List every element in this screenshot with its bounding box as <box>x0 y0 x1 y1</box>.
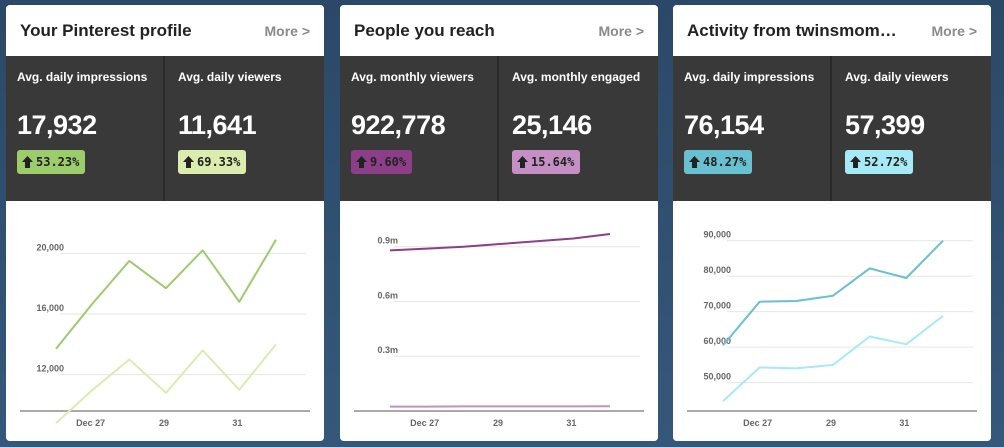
y-tick-label: 60,000 <box>703 336 731 346</box>
y-tick-label: 16,000 <box>36 303 64 313</box>
change-value: 48.27% <box>703 155 747 169</box>
stat-value: 57,399 <box>845 110 925 140</box>
card-pinterest-profile: Your Pinterest profile More > Avg. daily… <box>6 5 324 441</box>
arrow-up-icon <box>689 156 700 168</box>
change-value: 9.60% <box>370 155 407 169</box>
series-line <box>722 315 944 402</box>
arrow-up-icon <box>22 156 33 168</box>
stats-panel: Avg. daily impressions 76,154 48.27% Avg… <box>673 56 991 201</box>
x-tick-label: Dec 27 <box>410 418 439 428</box>
stats-panel: Avg. daily impressions 17,932 53.23% Avg… <box>6 56 324 201</box>
chart-svg: 50,000 60,000 70,000 80,000 90,000 Dec 27 29 31 <box>687 230 977 428</box>
y-tick-label: 90,000 <box>703 230 731 240</box>
change-value: 69.33% <box>197 155 241 169</box>
change-badge: 48.27% <box>684 150 753 174</box>
change-badge: 53.23% <box>17 150 86 174</box>
stat-value: 11,641 <box>178 110 257 140</box>
x-tick-label: 29 <box>493 418 503 428</box>
more-link[interactable]: More > <box>264 22 310 39</box>
more-link[interactable]: More > <box>598 22 644 39</box>
stat-avg-daily-impressions: Avg. daily impressions 76,154 48.27% <box>673 56 830 201</box>
series-line <box>722 239 944 347</box>
y-tick-label: 0.9m <box>377 236 398 246</box>
more-link[interactable]: More > <box>931 22 977 39</box>
y-tick-label: 12,000 <box>36 364 64 374</box>
series-line <box>55 343 277 424</box>
line-chart: 50,000 60,000 70,000 80,000 90,000 Dec 27 29 31 <box>673 201 991 441</box>
card-header: Your Pinterest profile More > <box>6 5 324 56</box>
card-header: Activity from twinsmom… More > <box>673 5 991 56</box>
x-tick-label: Dec 27 <box>76 418 105 428</box>
y-tick-label: 20,000 <box>36 242 64 252</box>
y-tick-label: 70,000 <box>703 301 731 311</box>
series-line <box>389 233 611 252</box>
arrow-up-icon <box>517 156 528 168</box>
card-title: Your Pinterest profile <box>20 20 192 40</box>
arrow-up-icon <box>850 156 861 168</box>
stat-label: Avg. daily impressions <box>17 70 148 84</box>
card-activity: Activity from twinsmom… More > Avg. dail… <box>673 5 991 441</box>
card-title: Activity from twinsmom… <box>687 20 897 40</box>
stat-label: Avg. monthly viewers <box>351 70 474 84</box>
stats-panel: Avg. monthly viewers 922,778 9.60% Avg. … <box>340 56 658 201</box>
stat-label: Avg. daily impressions <box>684 70 815 84</box>
x-tick-label: 29 <box>159 418 169 428</box>
arrow-up-icon <box>356 156 367 168</box>
stat-avg-monthly-engaged: Avg. monthly engaged 25,146 15.64% <box>497 56 658 201</box>
line-chart: 12,000 16,000 20,000 Dec 27 29 31 <box>6 201 324 441</box>
line-chart: 0.3m 0.6m 0.9m Dec 27 29 31 <box>340 201 658 441</box>
stat-value: 922,778 <box>351 110 446 140</box>
stat-label: Avg. daily viewers <box>178 70 282 84</box>
card-title: People you reach <box>354 20 495 40</box>
y-tick-label: 80,000 <box>703 265 731 275</box>
stat-label: Avg. daily viewers <box>845 70 949 84</box>
stat-avg-daily-impressions: Avg. daily impressions 17,932 53.23% <box>6 56 163 201</box>
series-line <box>55 239 277 350</box>
x-tick-label: Dec 27 <box>743 418 772 428</box>
y-tick-label: 0.3m <box>377 345 398 355</box>
y-tick-label: 0.6m <box>377 290 398 300</box>
stat-value: 17,932 <box>17 110 97 140</box>
change-badge: 9.60% <box>351 150 413 174</box>
change-badge: 69.33% <box>178 150 247 174</box>
change-badge: 52.72% <box>845 150 914 174</box>
stat-value: 25,146 <box>512 110 592 140</box>
card-header: People you reach More > <box>340 5 658 56</box>
chart-svg: 0.3m 0.6m 0.9m Dec 27 29 31 <box>354 233 644 428</box>
stat-avg-monthly-viewers: Avg. monthly viewers 922,778 9.60% <box>340 56 497 201</box>
change-value: 53.23% <box>36 155 80 169</box>
change-badge: 15.64% <box>512 150 581 174</box>
stat-avg-daily-viewers: Avg. daily viewers 11,641 69.33% <box>163 56 324 201</box>
stat-label: Avg. monthly engaged <box>512 70 641 84</box>
x-tick-label: 29 <box>826 418 836 428</box>
arrow-up-icon <box>183 156 194 168</box>
change-value: 15.64% <box>531 155 575 169</box>
stat-avg-daily-viewers: Avg. daily viewers 57,399 52.72% <box>830 56 991 201</box>
x-tick-label: 31 <box>899 418 909 428</box>
x-tick-label: 31 <box>232 418 242 428</box>
chart-svg: 12,000 16,000 20,000 Dec 27 29 31 <box>20 239 310 428</box>
card-people-you-reach: People you reach More > Avg. monthly vie… <box>340 5 658 441</box>
x-tick-label: 31 <box>566 418 576 428</box>
change-value: 52.72% <box>864 155 908 169</box>
stat-value: 76,154 <box>684 110 764 140</box>
y-tick-label: 50,000 <box>703 372 731 382</box>
